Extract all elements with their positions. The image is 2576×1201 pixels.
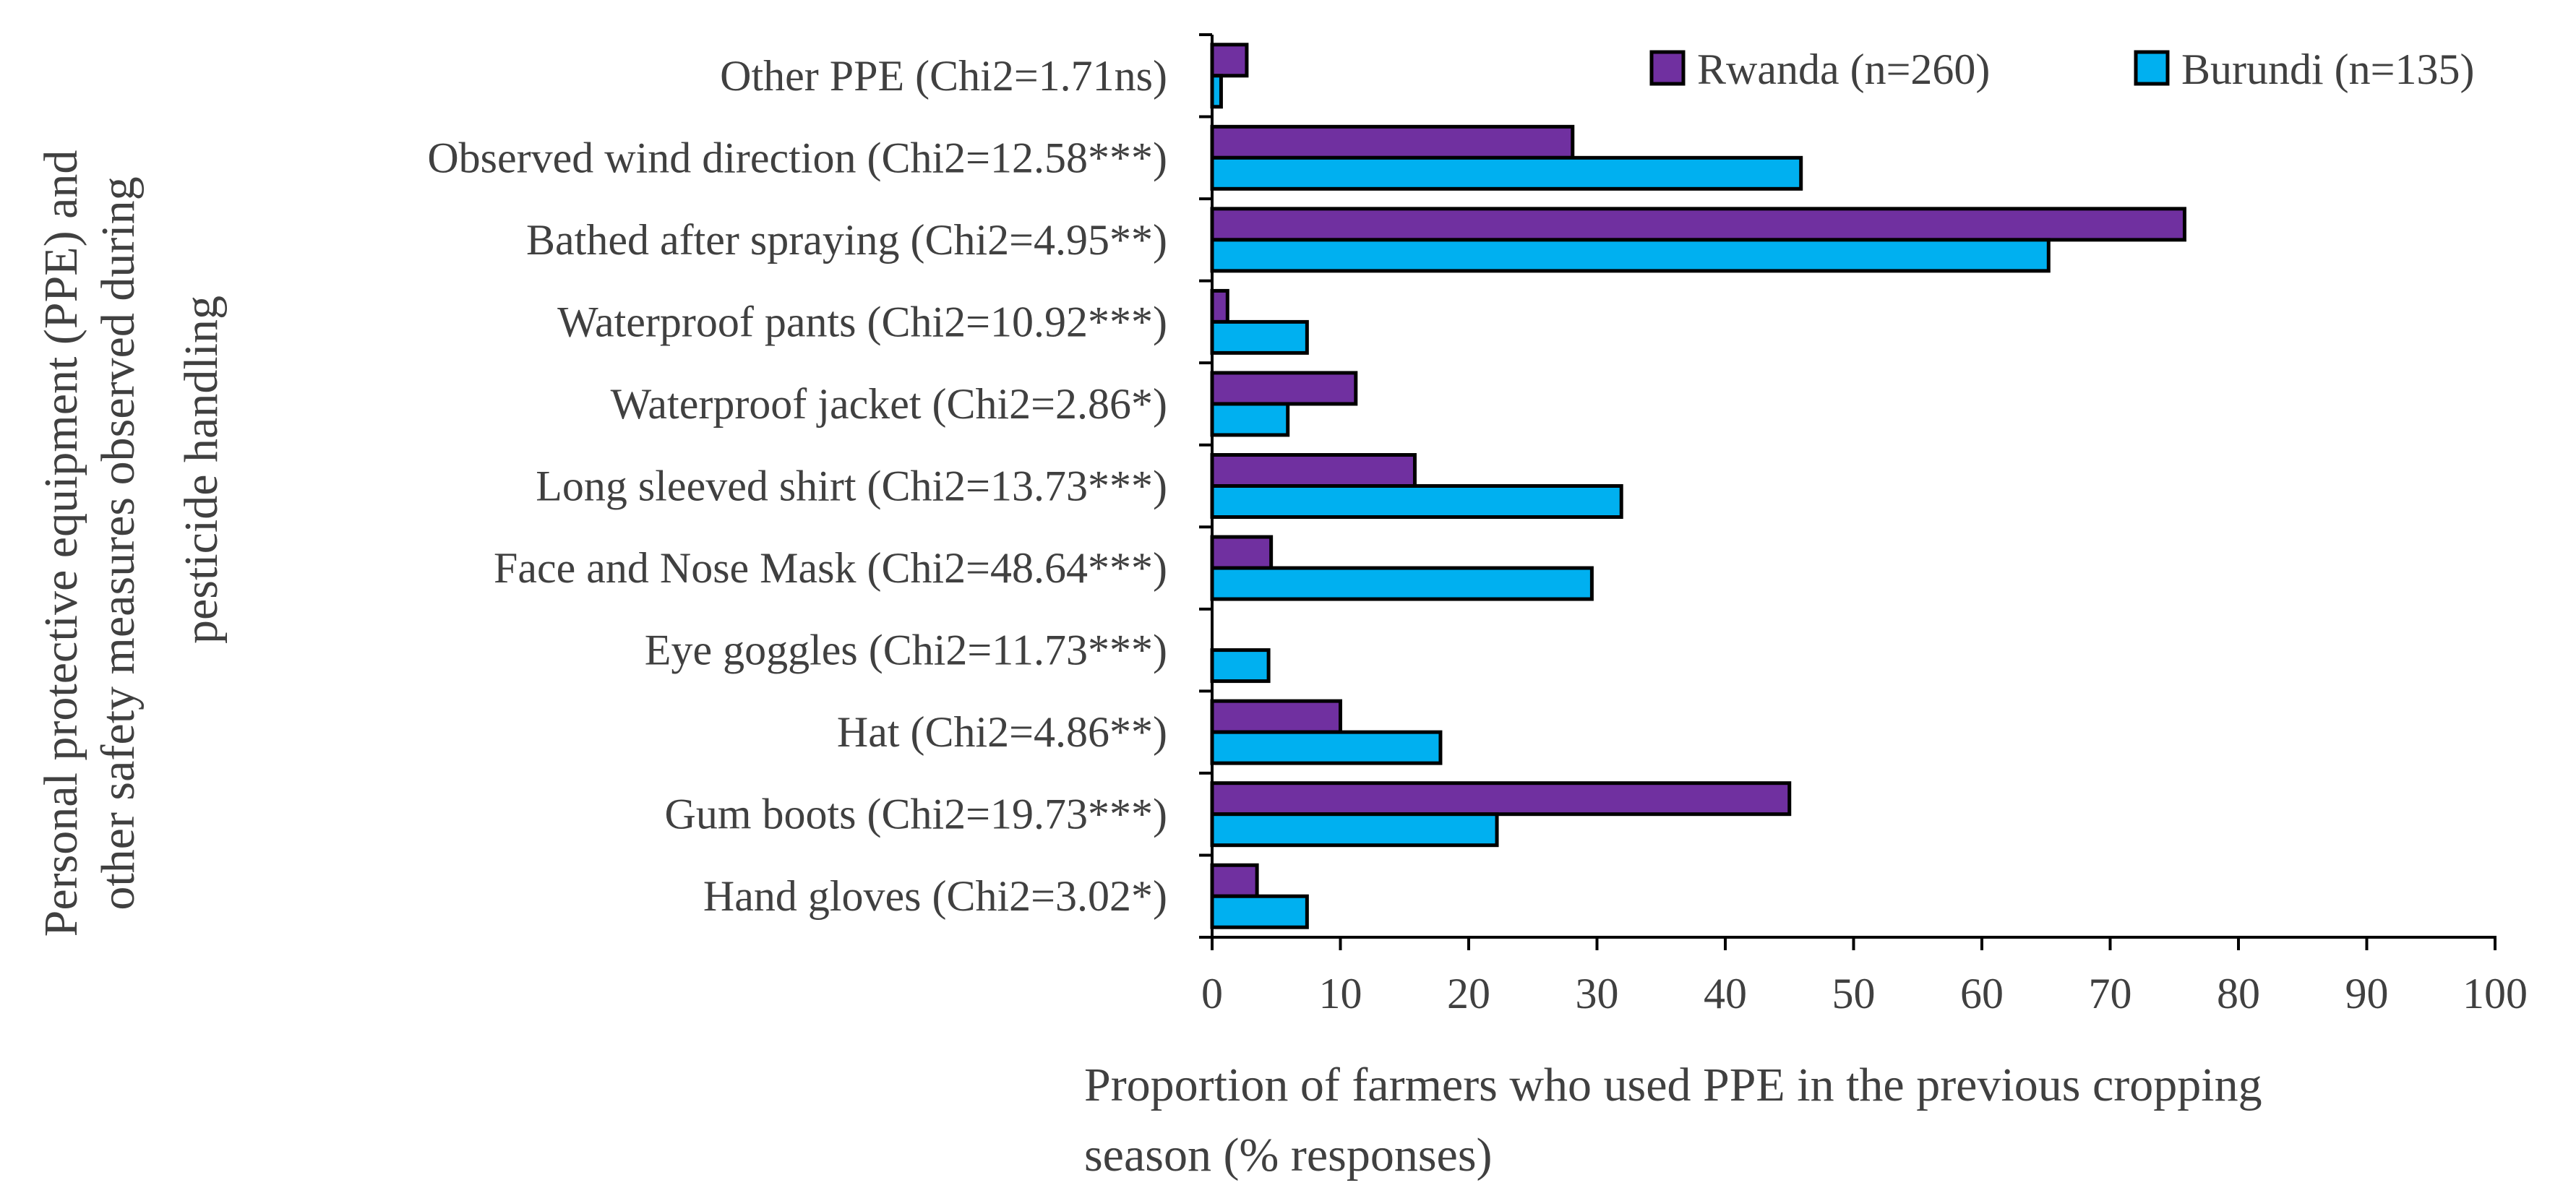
bar-burundi-1 xyxy=(1210,155,1803,191)
x-tick-label-7: 70 xyxy=(2089,970,2132,1017)
bar-rwanda-3 xyxy=(1210,288,1229,324)
x-tick-label-9: 90 xyxy=(2345,970,2389,1017)
bar-burundi-8 xyxy=(1210,730,1443,765)
x-axis-title: Proportion of farmers who used PPE in th… xyxy=(1084,1059,2262,1181)
category-labels: Other PPE (Chi2=1.71ns) Observed wind dir… xyxy=(427,52,1167,920)
x-tick-label-1: 10 xyxy=(1319,970,1362,1017)
category-label-5: Long sleeved shirt (Chi2=13.73***) xyxy=(536,462,1167,510)
legend-swatch-rwanda xyxy=(1649,50,1686,86)
legend-swatch-burundi xyxy=(2134,50,2170,86)
axes: 0 10 20 30 40 50 60 70 80 90 100 xyxy=(1199,33,2528,1017)
bar-burundi-3 xyxy=(1210,319,1309,355)
y-axis-title-line-1: other safety measures observed during xyxy=(92,176,145,910)
x-tick-label-0: 0 xyxy=(1201,970,1223,1017)
category-label-1: Observed wind direction (Chi2=12.58***) xyxy=(427,134,1167,181)
x-tick-label-6: 60 xyxy=(1960,970,2004,1017)
category-label-10: Hand gloves (Chi2=3.02*) xyxy=(703,872,1167,920)
bar-burundi-2 xyxy=(1210,238,2051,273)
bar-burundi-6 xyxy=(1210,566,1594,601)
category-label-0: Other PPE (Chi2=1.71ns) xyxy=(720,52,1167,100)
bar-rwanda-1 xyxy=(1210,124,1575,160)
y-axis-title-line-0: Personal protective equipment (PPE) and xyxy=(35,150,87,937)
bar-burundi-4 xyxy=(1210,402,1290,437)
bar-rwanda-5 xyxy=(1210,453,1417,488)
bar-rwanda-9 xyxy=(1210,781,1792,817)
legend-label-burundi: Burundi (n=135) xyxy=(2181,46,2474,93)
bar-burundi-9 xyxy=(1210,812,1499,848)
category-label-7: Eye goggles (Chi2=11.73***) xyxy=(645,627,1167,674)
bar-burundi-5 xyxy=(1210,484,1623,519)
category-label-2: Bathed after spraying (Chi2=4.95**) xyxy=(526,216,1167,264)
bar-rwanda-8 xyxy=(1210,699,1342,734)
x-tick-label-10: 100 xyxy=(2463,970,2528,1017)
x-tick-label-8: 80 xyxy=(2217,970,2260,1017)
bar-rwanda-4 xyxy=(1210,371,1358,406)
x-axis-title-line-1: season (% responses) xyxy=(1084,1129,1493,1181)
bar-rwanda-10 xyxy=(1210,863,1259,898)
x-tick-label-2: 20 xyxy=(1447,970,1490,1017)
bar-rwanda-6 xyxy=(1210,535,1274,570)
bar-burundi-7 xyxy=(1210,648,1271,684)
category-label-9: Gum boots (Chi2=19.73***) xyxy=(664,791,1167,838)
y-axis-title: Personal protective equipment (PPE) and o… xyxy=(35,150,228,937)
bar-rwanda-0 xyxy=(1210,43,1249,78)
bar-burundi-10 xyxy=(1210,894,1309,929)
category-label-8: Hat (Chi2=4.86**) xyxy=(837,708,1167,756)
x-axis-title-line-0: Proportion of farmers who used PPE in th… xyxy=(1084,1059,2262,1111)
legend: Rwanda (n=260) Burundi (n=135) xyxy=(1649,46,2474,93)
x-tick-label-3: 30 xyxy=(1576,970,1619,1017)
x-tick-label-4: 40 xyxy=(1704,970,1747,1017)
category-label-6: Face and Nose Mask (Chi2=48.64***) xyxy=(494,544,1167,592)
bar-rwanda-2 xyxy=(1210,207,2186,242)
legend-label-rwanda: Rwanda (n=260) xyxy=(1697,46,1990,93)
x-tick-label-5: 50 xyxy=(1832,970,1876,1017)
category-label-3: Waterproof pants (Chi2=10.92***) xyxy=(557,298,1167,345)
bar-marks xyxy=(1210,43,2186,929)
category-label-4: Waterproof jacket (Chi2=2.86*) xyxy=(611,380,1167,428)
y-axis-title-line-2: pesticide handling xyxy=(175,296,228,644)
